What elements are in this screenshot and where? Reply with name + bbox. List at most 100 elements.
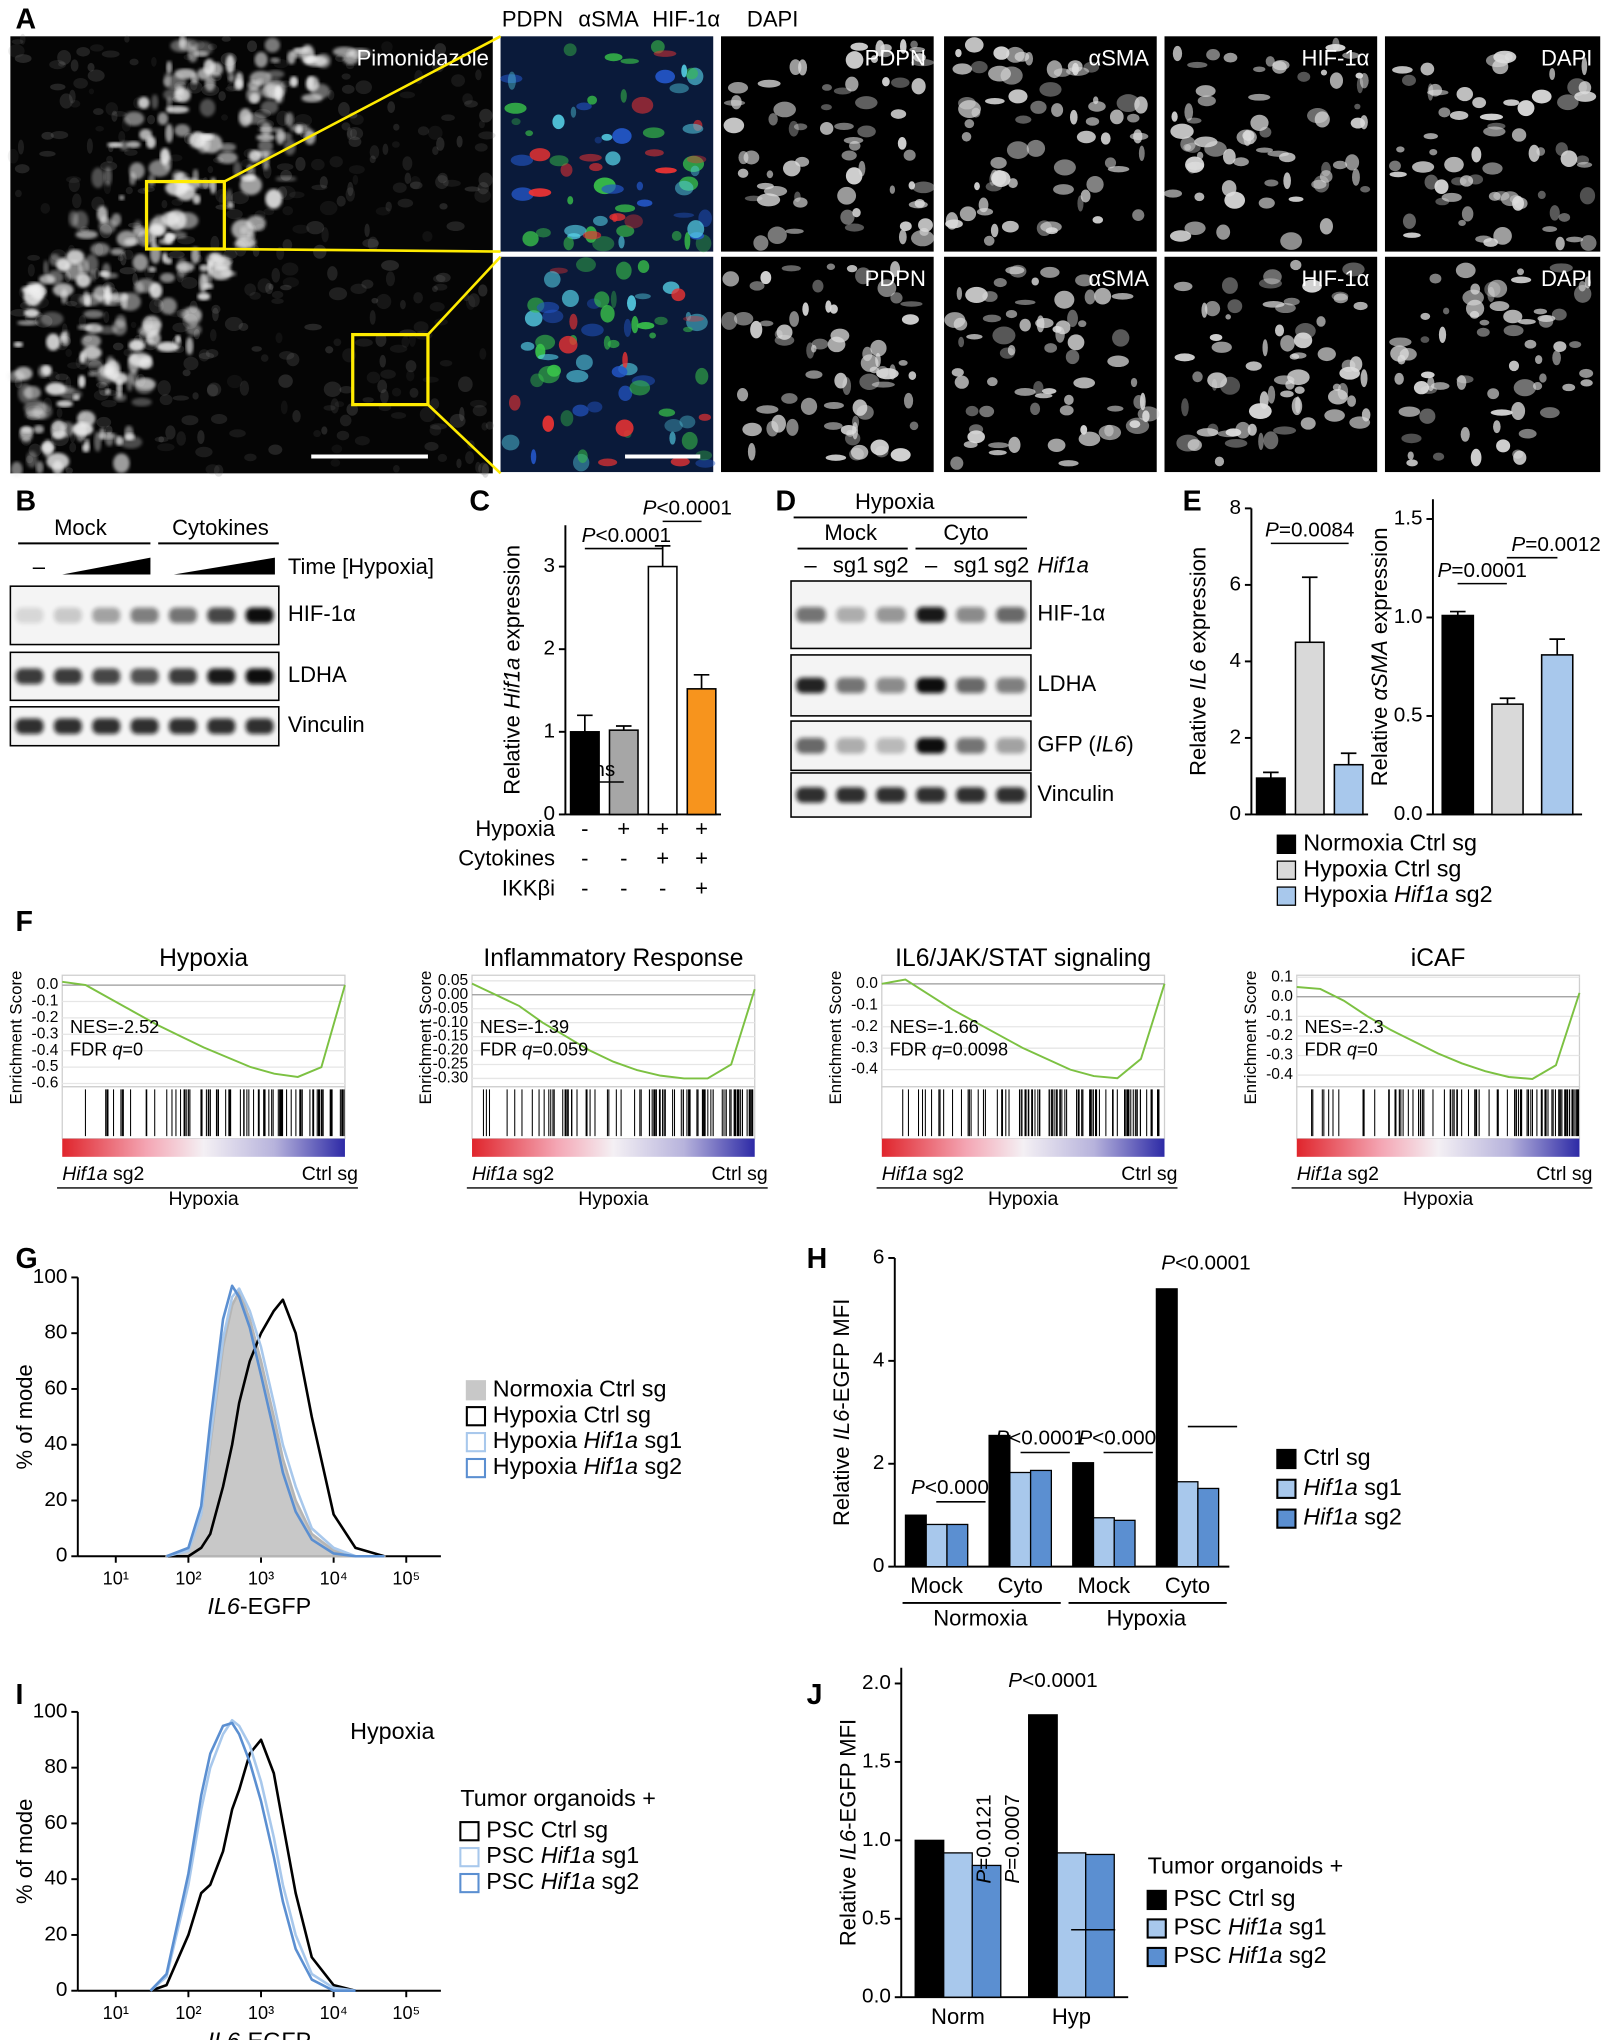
bar bbox=[946, 1523, 969, 1568]
micrograph-texture bbox=[456, 458, 462, 469]
text-part: sg2 bbox=[517, 1163, 554, 1185]
micrograph-cell bbox=[1317, 347, 1336, 362]
micrograph-signal bbox=[35, 460, 44, 474]
micrograph-texture bbox=[181, 415, 199, 426]
micrograph-cell bbox=[609, 213, 626, 222]
blot-band bbox=[130, 668, 159, 685]
micrograph-texture bbox=[257, 278, 272, 293]
legend-title: Tumor organoids + bbox=[1148, 1853, 1344, 1879]
micrograph-cell bbox=[1487, 279, 1508, 298]
micrograph-cell bbox=[843, 137, 864, 144]
micrograph-signal bbox=[199, 98, 216, 117]
blot-band bbox=[207, 607, 236, 624]
text-part: q bbox=[522, 1039, 532, 1059]
micrograph-cell bbox=[983, 235, 995, 246]
micrograph-texture bbox=[205, 464, 220, 475]
micrograph-signal bbox=[226, 188, 233, 208]
micrograph-cell bbox=[1578, 280, 1586, 292]
micrograph-cell bbox=[789, 59, 802, 76]
histogram-line bbox=[149, 1721, 356, 1993]
micrograph-signal bbox=[46, 333, 61, 351]
text-part: P bbox=[1511, 533, 1525, 556]
micrograph-texture bbox=[474, 188, 491, 203]
micrograph-signal bbox=[84, 357, 103, 367]
p-value: P<0.0001 bbox=[995, 1427, 1084, 1450]
micrograph-cell bbox=[1204, 300, 1221, 317]
y-tick-label: 2 bbox=[543, 637, 555, 660]
text-part: P bbox=[973, 1870, 996, 1884]
micrograph-texture bbox=[446, 221, 465, 232]
micrograph-cell bbox=[852, 208, 861, 218]
micrograph-cell bbox=[1456, 375, 1474, 384]
micrograph-cell bbox=[1517, 268, 1525, 276]
micrograph-cell bbox=[1460, 427, 1470, 442]
micrograph-signal bbox=[149, 282, 163, 299]
error-bar bbox=[1340, 752, 1357, 765]
micrograph-cell bbox=[753, 235, 769, 251]
micrograph-cell bbox=[634, 293, 651, 300]
micrograph-cell bbox=[511, 187, 534, 201]
micrograph-texture bbox=[67, 362, 81, 369]
micrograph-texture bbox=[154, 436, 169, 443]
channel-label: PDPN bbox=[865, 45, 926, 70]
micrograph-texture bbox=[238, 322, 249, 331]
micrograph-texture bbox=[339, 386, 354, 394]
inset-line bbox=[427, 403, 502, 475]
y-axis-label: Relative Hif1a expression bbox=[499, 545, 524, 795]
micrograph-cell bbox=[1014, 299, 1036, 305]
micrograph-cell bbox=[958, 336, 965, 348]
micrograph-cell bbox=[695, 367, 709, 385]
micrograph-texture bbox=[346, 126, 353, 140]
blot-band bbox=[796, 677, 826, 694]
micrograph-texture bbox=[350, 114, 364, 125]
micrograph-cell bbox=[1036, 315, 1045, 333]
text-part: Hif1a bbox=[472, 1163, 518, 1185]
text-part: =0.0012 bbox=[1525, 533, 1601, 556]
text-part: <0.0001 bbox=[1092, 1427, 1168, 1450]
micrograph-cell bbox=[966, 334, 983, 340]
blot-band bbox=[996, 606, 1026, 623]
micrograph-texture bbox=[349, 128, 358, 138]
micrograph-cell bbox=[859, 373, 880, 391]
micrograph-cell bbox=[774, 334, 795, 346]
micrograph-cell bbox=[889, 364, 896, 380]
micrograph-cell bbox=[1250, 114, 1269, 132]
stain-label: PDPN bbox=[502, 7, 563, 32]
micrograph-cell bbox=[845, 167, 863, 185]
micrograph-cell bbox=[528, 188, 552, 197]
micrograph-signal bbox=[124, 111, 145, 126]
micrograph-cell bbox=[756, 193, 781, 207]
micrograph-cell bbox=[1196, 428, 1219, 437]
micrograph-texture bbox=[397, 198, 414, 208]
micrograph-texture bbox=[282, 206, 294, 216]
text-part: sg2 bbox=[638, 1453, 682, 1479]
micrograph-cell bbox=[971, 107, 981, 118]
legend-label: PSC Hif1a sg1 bbox=[1174, 1914, 1327, 1940]
micrograph-cell bbox=[1109, 109, 1124, 125]
micrograph-texture bbox=[8, 44, 25, 58]
micrograph-cell bbox=[890, 109, 907, 119]
micrograph-cell bbox=[536, 301, 560, 314]
micrograph bbox=[1164, 256, 1378, 473]
micrograph-cell bbox=[1316, 316, 1326, 327]
micrograph-texture bbox=[381, 260, 400, 271]
hit-frame bbox=[61, 1086, 346, 1140]
micrograph-texture bbox=[465, 295, 476, 310]
micrograph-cell bbox=[1047, 438, 1066, 453]
micrograph-cell bbox=[1458, 219, 1466, 226]
micrograph-texture bbox=[159, 394, 173, 406]
micrograph-cell bbox=[685, 311, 692, 321]
x-tick-label: 10¹ bbox=[103, 1568, 129, 1588]
micrograph-cell bbox=[592, 236, 615, 252]
p-value: P<0.0001 bbox=[911, 1476, 1000, 1499]
text-part: FDR bbox=[70, 1039, 112, 1059]
micrograph-texture bbox=[123, 249, 134, 260]
micrograph-texture bbox=[459, 407, 465, 422]
y-tick-label: 0.0 bbox=[1394, 802, 1423, 825]
micrograph-texture bbox=[331, 444, 343, 454]
blot-band bbox=[876, 737, 906, 754]
micrograph-signal bbox=[275, 128, 285, 145]
y-tick-label: -0.3 bbox=[32, 1025, 59, 1042]
text-part: Hif1a bbox=[584, 1453, 638, 1479]
micrograph-signal bbox=[285, 112, 294, 127]
